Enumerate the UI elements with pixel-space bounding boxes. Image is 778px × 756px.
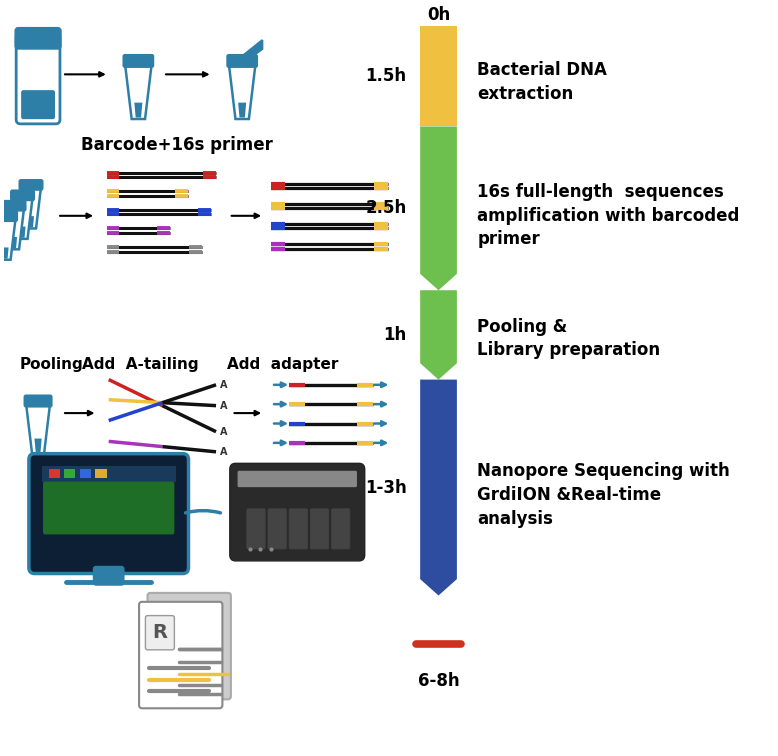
Polygon shape — [2, 247, 9, 259]
Text: Add  adapter: Add adapter — [226, 357, 338, 372]
Text: Barcode+16s primer: Barcode+16s primer — [81, 136, 273, 154]
Polygon shape — [420, 126, 457, 290]
Polygon shape — [125, 64, 152, 119]
Text: A: A — [220, 380, 228, 390]
Polygon shape — [19, 227, 26, 238]
FancyBboxPatch shape — [227, 55, 257, 67]
FancyBboxPatch shape — [16, 33, 60, 124]
Polygon shape — [229, 64, 256, 119]
FancyBboxPatch shape — [139, 602, 223, 708]
FancyBboxPatch shape — [94, 567, 124, 584]
Text: 1.5h: 1.5h — [366, 67, 407, 85]
Text: A: A — [220, 426, 228, 437]
FancyBboxPatch shape — [25, 395, 51, 407]
Text: Nanopore Sequencing with
GrdiION &Real-time
analysis: Nanopore Sequencing with GrdiION &Real-t… — [478, 463, 730, 528]
Polygon shape — [420, 380, 457, 596]
Text: Pooling: Pooling — [19, 357, 83, 372]
Text: Pooling &
Library preparation: Pooling & Library preparation — [478, 318, 661, 359]
Polygon shape — [34, 438, 42, 452]
Bar — [79, 469, 91, 479]
Polygon shape — [28, 216, 34, 228]
Text: 0h: 0h — [427, 6, 450, 23]
FancyBboxPatch shape — [247, 509, 265, 549]
FancyBboxPatch shape — [268, 509, 286, 549]
Bar — [420, 26, 457, 126]
Polygon shape — [4, 207, 24, 249]
FancyBboxPatch shape — [331, 509, 350, 549]
Text: 1-3h: 1-3h — [365, 479, 407, 497]
Polygon shape — [26, 403, 50, 454]
Polygon shape — [12, 197, 33, 239]
Text: R: R — [152, 623, 167, 642]
Text: A: A — [220, 401, 228, 411]
Text: Bacterial DNA
extraction: Bacterial DNA extraction — [478, 61, 608, 103]
FancyBboxPatch shape — [237, 471, 357, 487]
Polygon shape — [241, 40, 262, 65]
FancyBboxPatch shape — [43, 482, 174, 534]
FancyBboxPatch shape — [124, 55, 153, 67]
Text: 1h: 1h — [384, 326, 407, 344]
FancyBboxPatch shape — [148, 593, 231, 699]
Text: A: A — [220, 447, 228, 457]
FancyBboxPatch shape — [29, 454, 188, 574]
Text: 2.5h: 2.5h — [366, 200, 407, 218]
FancyBboxPatch shape — [310, 509, 328, 549]
FancyBboxPatch shape — [230, 463, 365, 561]
Text: 6-8h: 6-8h — [418, 672, 459, 690]
FancyBboxPatch shape — [11, 191, 34, 200]
Text: 16s full-length  sequences
amplification with barcoded
primer: 16s full-length sequences amplification … — [478, 183, 740, 249]
Polygon shape — [0, 218, 16, 260]
Bar — [95, 469, 107, 479]
Bar — [65, 469, 75, 479]
FancyBboxPatch shape — [0, 212, 17, 221]
Text: Add  A-tailing: Add A-tailing — [82, 357, 198, 372]
Polygon shape — [238, 103, 246, 117]
FancyBboxPatch shape — [21, 90, 55, 119]
Polygon shape — [420, 290, 457, 380]
FancyBboxPatch shape — [16, 28, 61, 48]
FancyBboxPatch shape — [145, 615, 174, 650]
FancyBboxPatch shape — [2, 201, 26, 211]
FancyBboxPatch shape — [19, 180, 43, 190]
Polygon shape — [11, 237, 17, 248]
FancyBboxPatch shape — [289, 509, 307, 549]
Bar — [49, 469, 60, 479]
Polygon shape — [21, 187, 41, 228]
Polygon shape — [135, 103, 142, 117]
Bar — [41, 466, 176, 482]
